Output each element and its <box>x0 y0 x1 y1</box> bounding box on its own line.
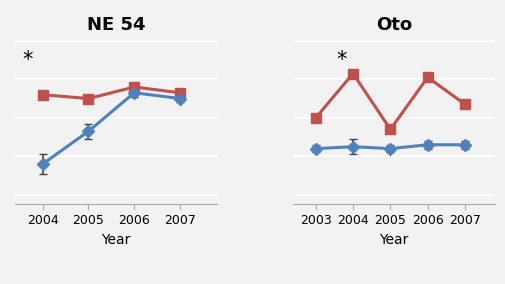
X-axis label: Year: Year <box>379 233 409 247</box>
X-axis label: Year: Year <box>101 233 131 247</box>
Title: Oto: Oto <box>376 16 412 34</box>
Title: NE 54: NE 54 <box>87 16 145 34</box>
Text: *: * <box>336 50 346 70</box>
Text: *: * <box>22 50 32 70</box>
